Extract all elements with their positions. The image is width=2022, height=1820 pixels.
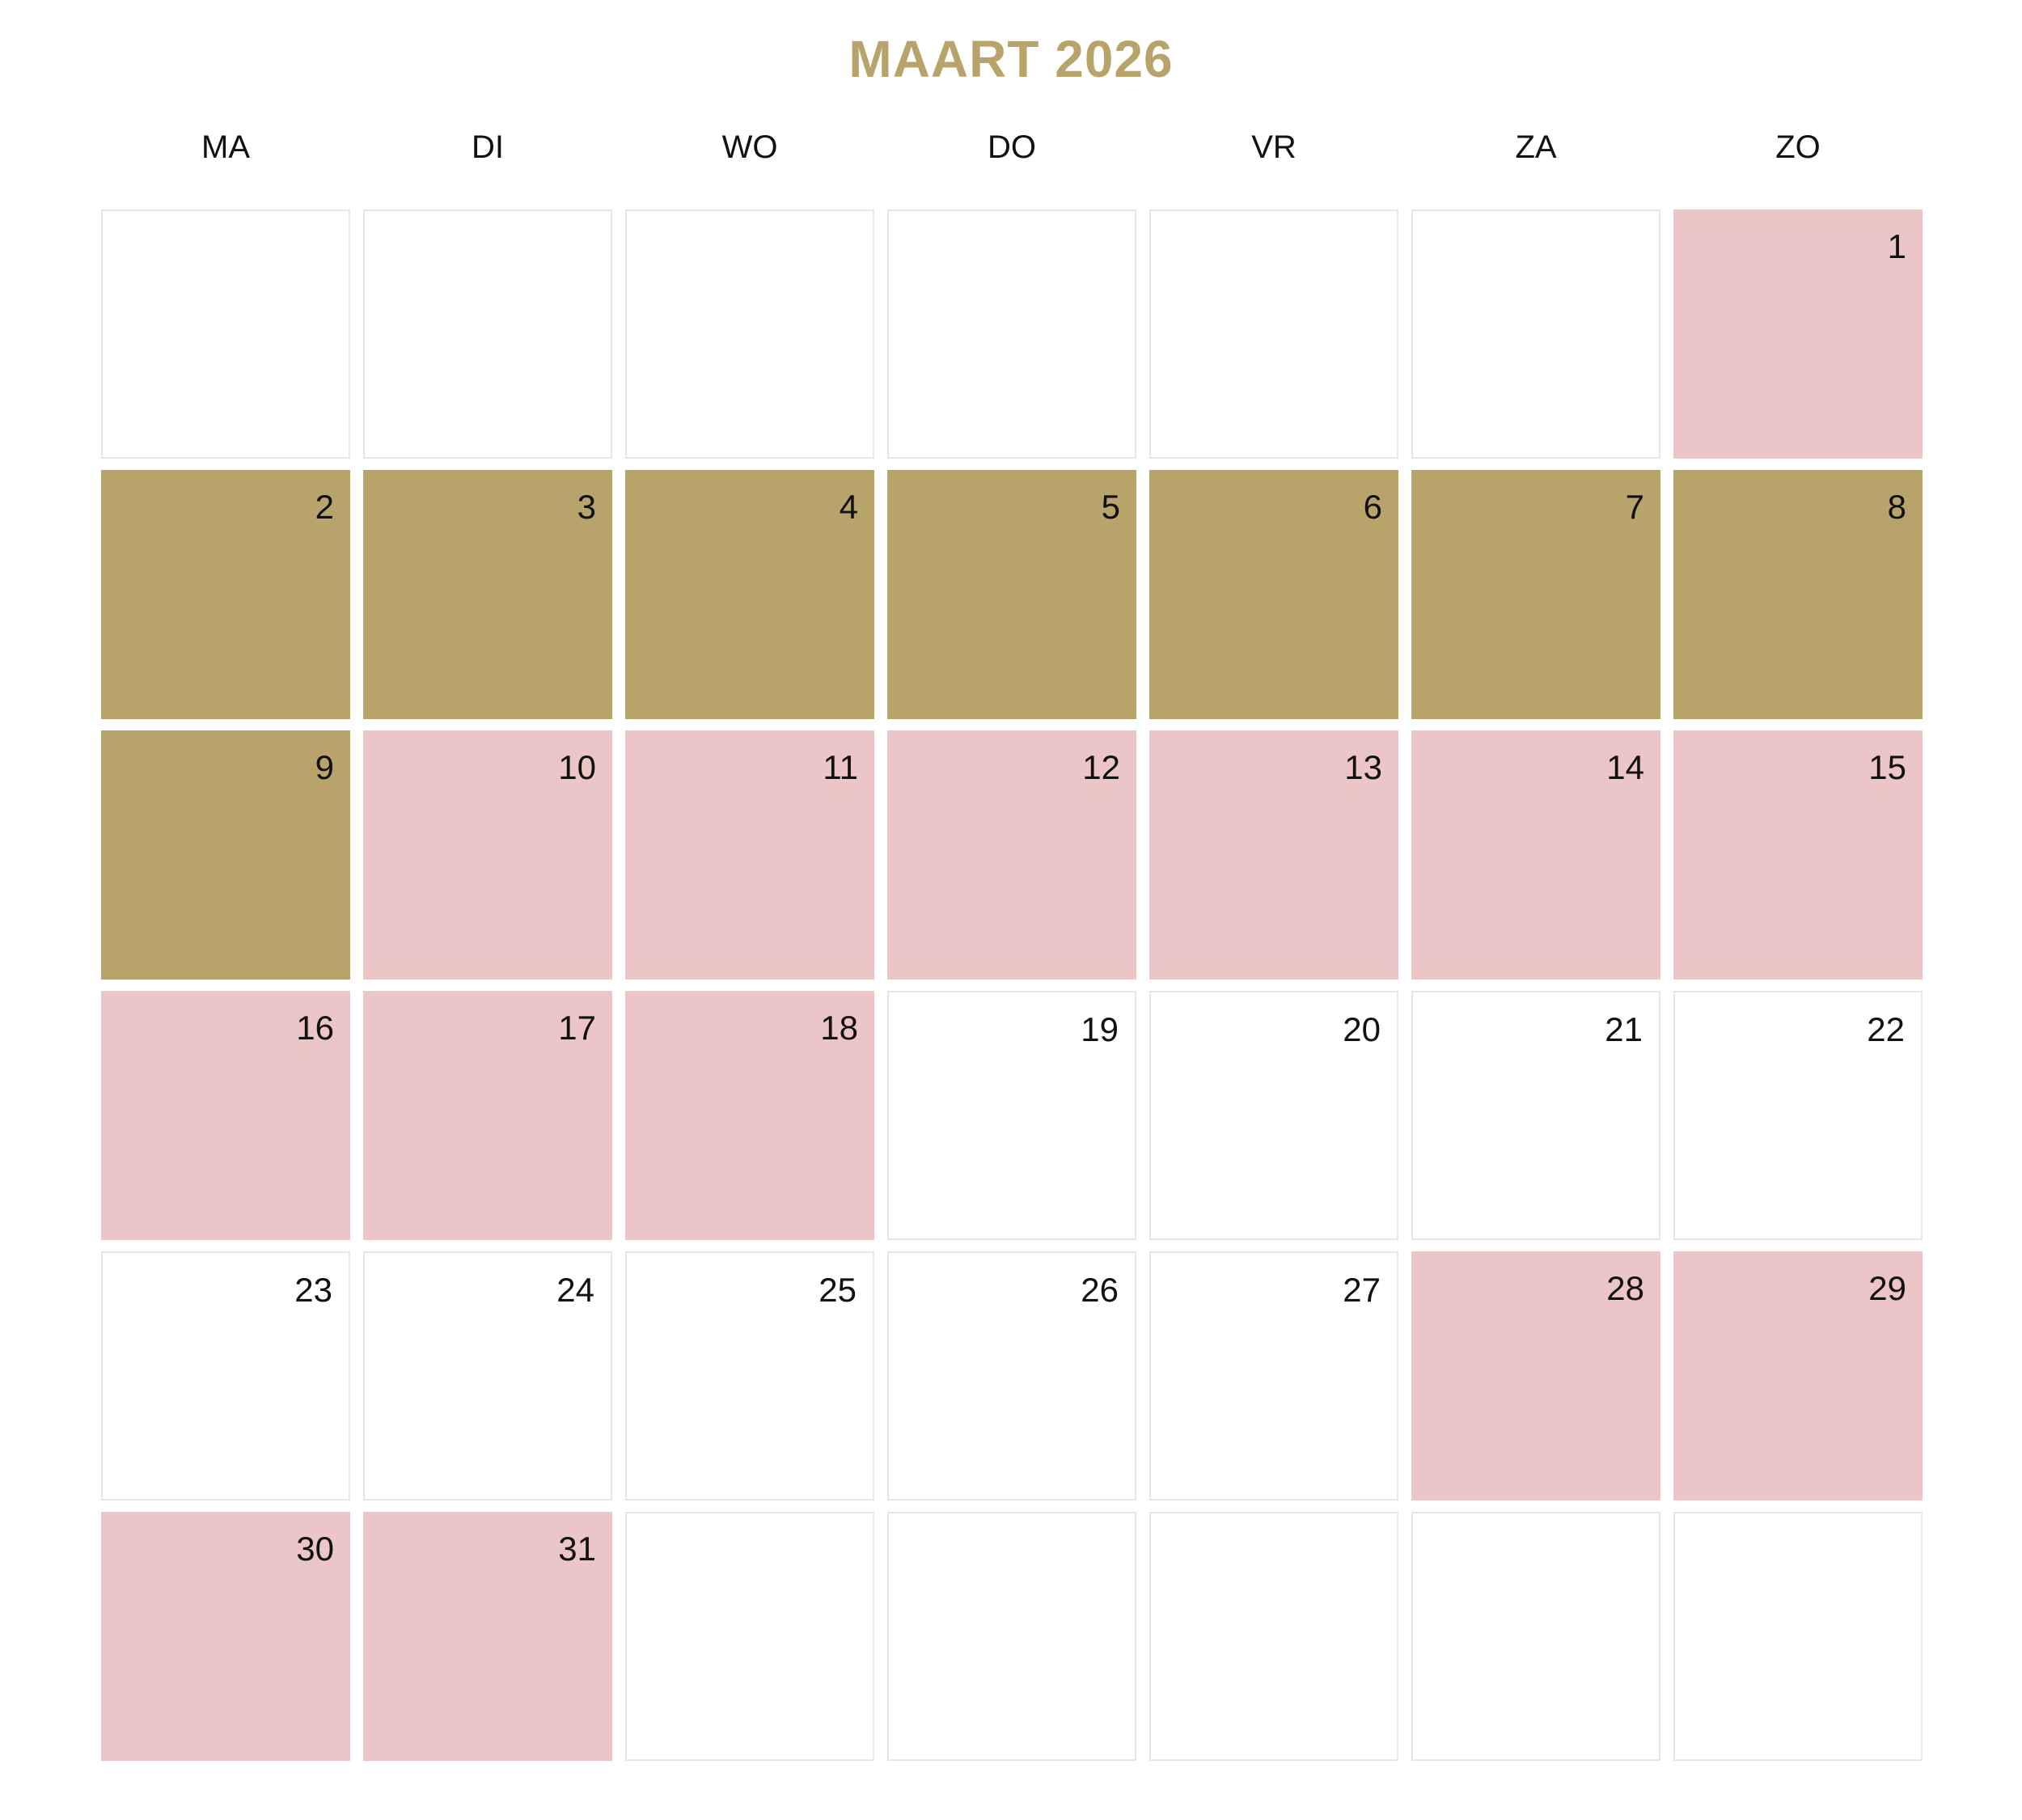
calendar-grid: 1 2 3 4 5 6 7 8 9 10 11 12 13 14 15 16 17 18 19 20 21 22 23 24 2… <box>101 210 1923 1761</box>
day-number: 19 <box>1081 1010 1119 1048</box>
day-cell-29[interactable]: 29 <box>1673 1251 1923 1500</box>
day-cell-31[interactable]: 31 <box>363 1512 612 1761</box>
day-number: 15 <box>1868 748 1906 786</box>
day-number: 7 <box>1625 488 1644 526</box>
day-cell-28[interactable]: 28 <box>1411 1251 1660 1500</box>
day-number: 11 <box>823 748 858 786</box>
day-cell-7[interactable]: 7 <box>1411 470 1660 719</box>
day-cell-11[interactable]: 11 <box>625 730 874 980</box>
day-cell-3[interactable]: 3 <box>363 470 612 719</box>
day-number: 13 <box>1344 748 1382 786</box>
day-cell-30[interactable]: 30 <box>101 1512 350 1761</box>
day-number: 23 <box>294 1271 332 1309</box>
day-number: 12 <box>1082 748 1120 786</box>
day-number: 24 <box>556 1271 594 1309</box>
day-number: 31 <box>558 1530 596 1568</box>
day-number: 10 <box>558 748 596 786</box>
weekday-do: DO <box>988 129 1036 165</box>
day-cell-6[interactable]: 6 <box>1149 470 1398 719</box>
day-cell-15[interactable]: 15 <box>1673 730 1923 980</box>
day-cell-25[interactable]: 25 <box>625 1251 874 1500</box>
day-number: 3 <box>577 488 596 526</box>
day-cell-10[interactable]: 10 <box>363 730 612 980</box>
empty-cell <box>1149 1512 1398 1761</box>
day-number: 26 <box>1081 1271 1119 1309</box>
day-number: 27 <box>1343 1271 1381 1309</box>
empty-cell <box>1149 210 1398 459</box>
day-cell-27[interactable]: 27 <box>1149 1251 1398 1500</box>
day-cell-17[interactable]: 17 <box>363 991 612 1240</box>
day-cell-5[interactable]: 5 <box>887 470 1136 719</box>
day-number: 20 <box>1343 1010 1381 1048</box>
day-cell-19[interactable]: 19 <box>887 991 1136 1240</box>
weekday-di: DI <box>472 129 504 165</box>
day-number: 16 <box>296 1009 334 1047</box>
day-number: 29 <box>1868 1269 1906 1307</box>
weekday-za: ZA <box>1515 129 1557 165</box>
day-number: 5 <box>1101 488 1120 526</box>
empty-cell <box>625 1512 874 1761</box>
day-cell-16[interactable]: 16 <box>101 991 350 1240</box>
day-number: 17 <box>558 1009 596 1047</box>
day-number: 14 <box>1606 748 1644 786</box>
day-cell-18[interactable]: 18 <box>625 991 874 1240</box>
weekday-zo: ZO <box>1775 129 1821 165</box>
empty-cell <box>363 210 612 459</box>
empty-cell <box>1673 1512 1923 1761</box>
day-cell-24[interactable]: 24 <box>363 1251 612 1500</box>
day-cell-21[interactable]: 21 <box>1411 991 1660 1240</box>
day-number: 4 <box>839 488 858 526</box>
day-number: 2 <box>315 488 334 526</box>
day-number: 30 <box>296 1530 334 1568</box>
day-cell-20[interactable]: 20 <box>1149 991 1398 1240</box>
empty-cell <box>101 210 350 459</box>
weekday-vr: VR <box>1251 129 1297 165</box>
day-number: 9 <box>315 748 334 786</box>
empty-cell <box>887 1512 1136 1761</box>
day-number: 18 <box>820 1009 858 1047</box>
day-cell-14[interactable]: 14 <box>1411 730 1660 980</box>
empty-cell <box>1411 210 1660 459</box>
day-number: 6 <box>1363 488 1382 526</box>
day-cell-8[interactable]: 8 <box>1673 470 1923 719</box>
day-number: 28 <box>1606 1269 1644 1307</box>
day-cell-4[interactable]: 4 <box>625 470 874 719</box>
empty-cell <box>1411 1512 1660 1761</box>
empty-cell <box>887 210 1136 459</box>
day-cell-2[interactable]: 2 <box>101 470 350 719</box>
day-cell-1[interactable]: 1 <box>1673 210 1923 459</box>
day-number: 22 <box>1867 1010 1905 1048</box>
day-cell-26[interactable]: 26 <box>887 1251 1136 1500</box>
empty-cell <box>625 210 874 459</box>
weekday-ma: MA <box>201 129 250 165</box>
day-cell-12[interactable]: 12 <box>887 730 1136 980</box>
day-cell-22[interactable]: 22 <box>1673 991 1923 1240</box>
day-cell-23[interactable]: 23 <box>101 1251 350 1500</box>
day-number: 21 <box>1605 1010 1643 1048</box>
day-cell-9[interactable]: 9 <box>101 730 350 980</box>
day-cell-13[interactable]: 13 <box>1149 730 1398 980</box>
calendar-title: MAART 2026 <box>848 30 1174 88</box>
day-number: 8 <box>1887 488 1906 526</box>
weekday-wo: WO <box>721 129 778 165</box>
day-number: 1 <box>1887 227 1906 265</box>
weekday-header-row: MA DI WO DO VR ZA ZO <box>101 129 1923 166</box>
day-number: 25 <box>819 1271 857 1309</box>
